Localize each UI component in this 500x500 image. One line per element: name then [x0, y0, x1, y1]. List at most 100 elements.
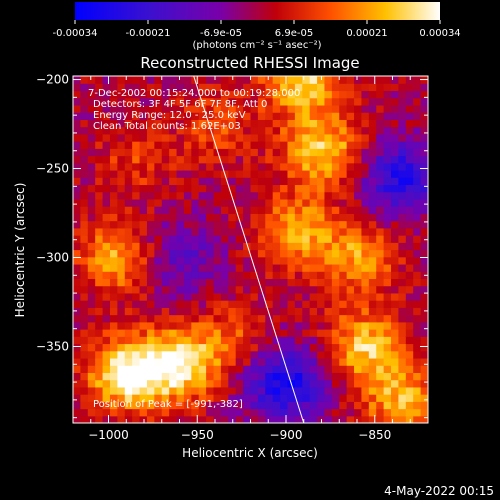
heatmap-cell — [73, 206, 81, 214]
heatmap-cell — [109, 213, 118, 222]
heatmap-cell — [102, 206, 111, 214]
heatmap-cell — [257, 329, 266, 337]
heatmap-cell — [220, 141, 229, 149]
heatmap-cell — [139, 379, 148, 388]
heatmap-cell — [354, 321, 363, 330]
heatmap-cell — [265, 336, 274, 345]
heatmap-cell — [420, 408, 428, 417]
heatmap-cell — [73, 220, 81, 229]
heatmap-cell — [102, 191, 111, 200]
heatmap-cell — [95, 350, 104, 359]
heatmap-cell — [102, 126, 111, 135]
heatmap-cell — [124, 220, 133, 229]
heatmap-cell — [124, 321, 133, 330]
heatmap-cell — [346, 263, 355, 272]
heatmap-cell — [391, 329, 400, 337]
heatmap-cell — [346, 90, 355, 99]
heatmap-cell — [220, 343, 229, 352]
heatmap-cell — [272, 141, 281, 149]
heatmap-cell — [176, 184, 185, 193]
heatmap-cell — [361, 83, 370, 92]
heatmap-cell — [220, 97, 229, 106]
heatmap-cell — [183, 379, 192, 388]
heatmap-cell — [309, 90, 318, 99]
heatmap-cell — [87, 336, 96, 345]
heatmap-cell — [420, 343, 428, 352]
heatmap-cell — [294, 206, 303, 214]
heatmap-cell — [398, 350, 407, 359]
heatmap-cell — [361, 112, 370, 120]
heatmap-cell — [213, 220, 222, 229]
heatmap-cell — [354, 126, 363, 135]
heatmap-cell — [339, 300, 348, 308]
heatmap-cell — [331, 83, 340, 92]
heatmap-cell — [139, 271, 148, 280]
heatmap-cell — [257, 235, 266, 243]
heatmap-cell — [198, 336, 207, 345]
heatmap-cell — [146, 104, 155, 113]
heatmap-cell — [109, 220, 118, 229]
heatmap-cell — [176, 278, 185, 287]
heatmap-cell — [265, 76, 274, 84]
heatmap-cell — [80, 76, 89, 84]
heatmap-cell — [368, 83, 377, 92]
heatmap-cell — [317, 249, 326, 258]
heatmap-cell — [391, 162, 400, 171]
heatmap-cell — [124, 112, 133, 120]
heatmap-cell — [198, 314, 207, 323]
heatmap-cell — [169, 357, 178, 366]
heatmap-cell — [220, 126, 229, 135]
heatmap-cell — [405, 408, 414, 417]
heatmap-cell — [361, 307, 370, 316]
heatmap-cell — [287, 285, 296, 294]
heatmap-cell — [272, 285, 281, 294]
heatmap-cell — [228, 357, 237, 366]
heatmap-cell — [294, 169, 303, 178]
heatmap-cell — [87, 83, 96, 92]
colorbar-units: (photons cm⁻² s⁻¹ asec⁻²) — [192, 40, 321, 51]
heatmap-cell — [87, 394, 96, 402]
heatmap-cell — [250, 235, 259, 243]
heatmap-cell — [183, 285, 192, 294]
heatmap-cell — [213, 256, 222, 265]
heatmap-cell — [309, 162, 318, 171]
heatmap-cell — [257, 76, 266, 84]
heatmap-cell — [413, 386, 422, 395]
heatmap-cell — [139, 90, 148, 99]
heatmap-cell — [361, 104, 370, 113]
heatmap-cell — [346, 206, 355, 214]
heatmap-cell — [272, 357, 281, 366]
heatmap-cell — [391, 314, 400, 323]
heatmap-cell — [213, 401, 222, 410]
heatmap-cell — [213, 357, 222, 366]
heatmap-cell — [198, 285, 207, 294]
heatmap-cell — [169, 227, 178, 236]
heatmap-cell — [405, 242, 414, 251]
heatmap-cell — [368, 350, 377, 359]
heatmap-cell — [176, 263, 185, 272]
heatmap-cell — [109, 365, 118, 373]
heatmap-cell — [198, 242, 207, 251]
heatmap-cell — [206, 184, 215, 193]
heatmap-cell — [80, 386, 89, 395]
heatmap-cell — [191, 126, 200, 135]
heatmap-cell — [73, 83, 81, 92]
heatmap-cell — [154, 97, 163, 106]
heatmap-cell — [80, 177, 89, 186]
heatmap-cell — [391, 213, 400, 222]
heatmap-cell — [206, 394, 215, 402]
heatmap-cell — [154, 169, 163, 178]
heatmap-cell — [191, 242, 200, 251]
y-axis-label: Heliocentric Y (arcsec) — [13, 183, 27, 318]
heatmap-cell — [405, 148, 414, 157]
heatmap-cell — [383, 343, 392, 352]
heatmap-cell — [405, 372, 414, 381]
heatmap-cell — [405, 227, 414, 236]
heatmap-cell — [132, 184, 141, 193]
heatmap-cell — [368, 300, 377, 308]
heatmap-cell — [420, 155, 428, 164]
heatmap-cell — [376, 386, 385, 395]
heatmap-cell — [198, 329, 207, 337]
heatmap-cell — [331, 300, 340, 308]
heatmap-cell — [117, 336, 126, 345]
